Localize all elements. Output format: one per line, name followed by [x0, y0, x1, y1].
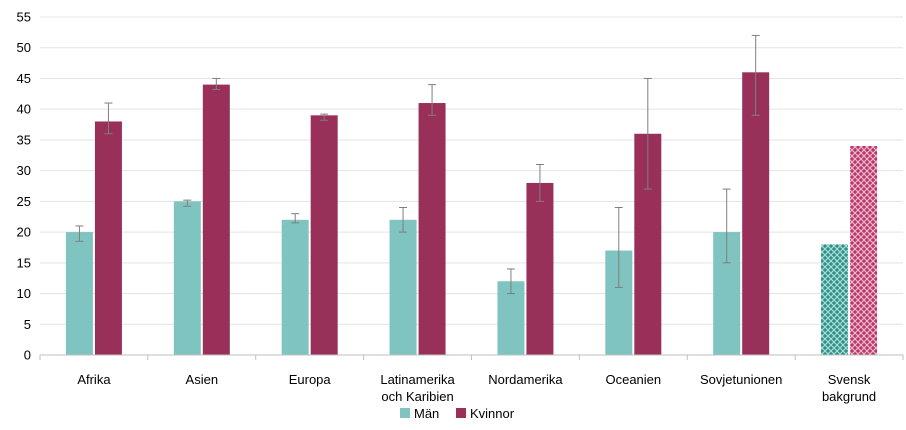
- y-axis-ticks: 0 5 10 15 20 25 30 35 40 45 50 55: [17, 10, 31, 363]
- y-tick-label: 50: [17, 40, 31, 55]
- category-label-line: bakgrund: [822, 389, 876, 404]
- category-label-line: Asien: [186, 372, 219, 387]
- category-label-line: Oceanien: [605, 372, 661, 387]
- bar-man: [65, 232, 93, 355]
- category-label: Sovjetunionen: [700, 372, 782, 387]
- legend-label-kvinnor: Kvinnor: [470, 406, 515, 421]
- category-label-line: Nordamerika: [488, 372, 563, 387]
- y-tick-label: 15: [17, 255, 31, 270]
- category-label: Asien: [186, 372, 219, 387]
- bar-kvinnor: [850, 146, 878, 355]
- category-label: Afrika: [77, 372, 111, 387]
- legend: Män Kvinnor: [400, 406, 515, 421]
- bar-man: [173, 201, 201, 355]
- y-tick-label: 20: [17, 225, 31, 240]
- y-tick-label: 45: [17, 71, 31, 86]
- bar-kvinnor: [202, 84, 230, 355]
- bar-man: [389, 219, 417, 355]
- y-tick-label: 55: [17, 10, 31, 25]
- category-label: Svensk bakgrund: [822, 372, 876, 404]
- y-tick-label: 25: [17, 194, 31, 209]
- y-tick-label: 5: [24, 317, 31, 332]
- bar-kvinnor: [418, 103, 446, 355]
- legend-swatch-man: [400, 408, 410, 418]
- bar-man: [281, 219, 309, 355]
- gridlines: [40, 16, 903, 325]
- bar-kvinnor: [94, 121, 122, 356]
- category-label-line: Latinamerika: [380, 372, 455, 387]
- category-label: Oceanien: [605, 372, 661, 387]
- category-label: Nordamerika: [488, 372, 563, 387]
- bars: [65, 72, 878, 356]
- bar-kvinnor: [526, 182, 554, 355]
- error-bars: [75, 34, 760, 295]
- category-label: Europa: [289, 372, 332, 387]
- legend-label-man: Män: [414, 406, 439, 421]
- y-tick-label: 35: [17, 132, 31, 147]
- y-tick-label: 10: [17, 286, 31, 301]
- bar-man: [821, 244, 849, 355]
- category-label-line: Sovjetunionen: [700, 372, 782, 387]
- y-tick-label: 0: [24, 348, 31, 363]
- bar-kvinnor: [310, 115, 338, 355]
- category-label-line: Svensk: [828, 372, 871, 387]
- category-label-line: och Karibien: [381, 389, 453, 404]
- legend-swatch-kvinnor: [456, 408, 466, 418]
- bar-kvinnor: [742, 72, 770, 356]
- y-tick-label: 40: [17, 102, 31, 117]
- category-label: Latinamerika och Karibien: [380, 372, 455, 404]
- category-label-line: Afrika: [77, 372, 111, 387]
- category-label-line: Europa: [289, 372, 332, 387]
- y-tick-label: 30: [17, 163, 31, 178]
- category-labels: Afrika Asien Europa Latinamerika och Karibie…: [77, 372, 876, 404]
- x-axis: [39, 354, 904, 360]
